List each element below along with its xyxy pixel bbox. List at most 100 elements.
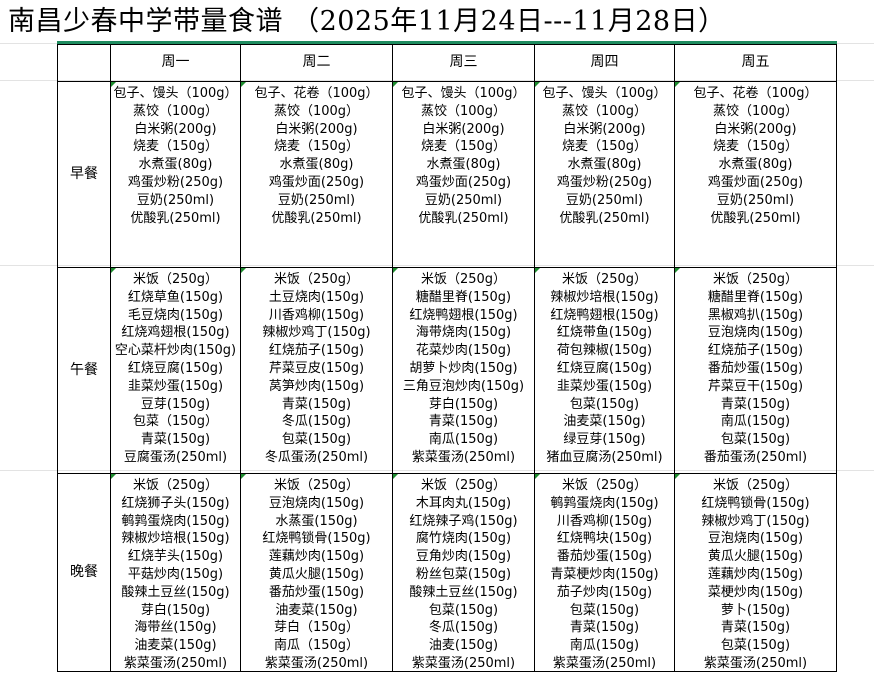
dish-item: 番茄炒蛋(150g) <box>556 549 653 565</box>
day-header[interactable]: 周三 <box>392 44 535 82</box>
dish-item: 土豆烧肉(150g) <box>268 289 365 305</box>
day-header[interactable]: 周四 <box>534 44 675 82</box>
menu-title[interactable]: 南昌少春中学带量食谱 （2025年11月24日---11月28日） <box>8 6 726 37</box>
dish-item: 冬瓜(150g) <box>428 620 499 636</box>
meal-label[interactable]: 午餐 <box>57 267 111 474</box>
menu-cell[interactable]: 米饭（250g） 糖醋里脊(150g) 红烧鸭翅根(150g) 海带烧肉(150g) 花… <box>392 267 535 474</box>
dish-item: 芹菜豆干(150g) <box>707 378 804 394</box>
dish-item: 包菜(150g) <box>569 602 640 618</box>
dish-item: 豆奶(250ml) <box>277 192 356 208</box>
corner-cell[interactable] <box>57 44 111 82</box>
dish-item: 紫菜蛋汤(250ml) <box>411 449 516 465</box>
dish-item: 米饭（250g） <box>561 478 648 493</box>
menu-table: 周一 周二 周三 周四 周五 早餐 包子、馒头（100g） 蒸饺（100g） 白米粥(… <box>57 44 837 672</box>
meal-row: 晚餐 米饭（250g） 红烧狮子头(150g) 鹌鹑蛋烧肉(150g) 辣椒炒培根(15… <box>57 473 837 672</box>
dish-item: 白米粥(200g) <box>563 121 646 137</box>
dish-item: 烧麦（150g） <box>561 139 648 155</box>
meal-label[interactable]: 早餐 <box>57 81 111 268</box>
dish-item: 青菜(150g) <box>140 432 211 448</box>
dish-item: 豆角炒肉(150g) <box>415 549 512 565</box>
dish-item: 猪血豆腐汤(250ml) <box>546 449 663 465</box>
dish-item: 空心菜杆炒肉(150g) <box>114 343 237 359</box>
dish-item: 包菜(150g) <box>720 638 791 654</box>
meal-row: 早餐 包子、馒头（100g） 蒸饺（100g） 白米粥(200g) 烧麦（150g） 水煮… <box>57 81 837 268</box>
dish-list: 包子、馒头（100g） 蒸饺（100g） 白米粥(200g) 烧麦（150g） 水煮蛋(… <box>536 83 674 267</box>
dish-list: 包子、馒头（100g） 蒸饺（100g） 白米粥(200g) 烧麦（150g） 水煮蛋(… <box>112 83 240 267</box>
menu-cell[interactable]: 米饭（250g） 糖醋里脊(150g) 黑椒鸡扒(150g) 豆泡烧肉(150g) 红烧… <box>674 267 837 474</box>
dish-item: 油麦(150g) <box>428 638 499 654</box>
dish-item: 米饭（250g） <box>273 272 360 287</box>
dish-item: 红烧带鱼(150g) <box>556 325 653 341</box>
day-header[interactable]: 周一 <box>110 44 241 82</box>
dish-item: 包菜(150g) <box>569 396 640 412</box>
menu-cell[interactable]: 包子、馒头（100g） 蒸饺（100g） 白米粥(200g) 烧麦（150g） 水煮蛋(… <box>534 81 675 268</box>
dish-item: 黄瓜火腿(150g) <box>707 549 804 565</box>
menu-cell[interactable]: 米饭（250g） 木耳肉丸(150g) 红烧辣子鸡(150g) 腐竹烧肉(150g) 豆… <box>392 473 535 672</box>
dish-item: 绿豆芽(150g) <box>563 432 646 448</box>
menu-cell[interactable]: 米饭（250g） 红烧狮子头(150g) 鹌鹑蛋烧肉(150g) 辣椒炒培根(150g… <box>110 473 241 672</box>
dish-item: 海带丝(150g) <box>134 620 217 636</box>
dish-item: 辣椒炒培根(150g) <box>121 531 230 547</box>
dish-item: 紫菜蛋汤(250ml) <box>411 655 516 671</box>
dish-item: 烧麦（150g） <box>273 139 360 155</box>
dish-item: 糖醋里脊(150g) <box>415 289 512 305</box>
dish-item: 莴笋炒肉(150g) <box>268 378 365 394</box>
dish-item: 韭菜炒蛋(150g) <box>127 378 224 394</box>
dish-item: 豆奶(250ml) <box>136 192 215 208</box>
dish-item: 鸡蛋炒粉(250g) <box>127 174 224 190</box>
dish-item: 蒸饺（100g） <box>712 103 799 119</box>
dish-item: 木耳肉丸(150g) <box>415 495 512 511</box>
meal-label[interactable]: 晚餐 <box>57 473 111 672</box>
dish-item: 粉丝包菜(150g) <box>415 566 512 582</box>
dish-item: 水煮蛋(80g) <box>138 157 213 173</box>
dish-item: 豆奶(250ml) <box>716 192 795 208</box>
menu-cell[interactable]: 包子、花卷（100g） 蒸饺（100g） 白米粥(200g) 烧麦（150g） 水煮蛋(… <box>240 81 393 268</box>
dish-item: 包子、馒头（100g） <box>113 86 238 101</box>
dish-item: 青菜(150g) <box>720 620 791 636</box>
menu-cell[interactable]: 米饭（250g） 红烧鸭锁骨(150g) 辣椒炒鸡丁(150g) 豆泡烧肉(150g)… <box>674 473 837 672</box>
dish-item: 豆奶(250ml) <box>565 192 644 208</box>
dish-item: 包子、馒头（100g） <box>401 86 526 101</box>
menu-cell[interactable]: 米饭（250g） 辣椒炒培根(150g) 红烧鸭翅根(150g) 红烧带鱼(150g)… <box>534 267 675 474</box>
dish-item: 包菜(150g) <box>428 602 499 618</box>
dish-list: 米饭（250g） 豆泡烧肉(150g) 水蒸蛋(150g) 红烧鸭锁骨(150g) 莲藕… <box>242 475 392 671</box>
dish-item: 红烧辣子鸡(150g) <box>409 513 518 529</box>
menu-cell[interactable]: 米饭（250g） 豆泡烧肉(150g) 水蒸蛋(150g) 红烧鸭锁骨(150g) 莲藕… <box>240 473 393 672</box>
dish-item: 红烧草鱼(150g) <box>127 289 224 305</box>
day-header[interactable]: 周二 <box>240 44 393 82</box>
dish-item: 菜梗炒肉(150g) <box>707 584 804 600</box>
dish-item: 油麦菜(150g) <box>134 638 217 654</box>
menu-cell[interactable]: 包子、馒头（100g） 蒸饺（100g） 白米粥(200g) 烧麦（150g） 水煮蛋(… <box>110 81 241 268</box>
dish-item: 紫菜蛋汤(250ml) <box>552 655 657 671</box>
dish-item: 豆泡烧肉(150g) <box>707 325 804 341</box>
dish-item: 莲藕炒肉(150g) <box>707 566 804 582</box>
dish-item: 优酸乳(250ml) <box>710 210 801 226</box>
dish-item: 青菜(150g) <box>428 414 499 430</box>
dish-item: 酸辣土豆丝(150g) <box>121 584 230 600</box>
dish-item: 豆泡烧肉(150g) <box>707 531 804 547</box>
dish-item: 蒸饺（100g） <box>132 103 219 119</box>
dish-item: 优酸乳(250ml) <box>271 210 362 226</box>
dish-item: 毛豆烧肉(150g) <box>127 307 224 323</box>
dish-list: 米饭（250g） 糖醋里脊(150g) 黑椒鸡扒(150g) 豆泡烧肉(150g) 红烧… <box>676 269 836 473</box>
dish-item: 青菜(150g) <box>720 396 791 412</box>
dish-item: 平菇炒肉(150g) <box>127 566 224 582</box>
dish-item: 腐竹烧肉(150g) <box>415 531 512 547</box>
dish-item: 莲藕炒肉(150g) <box>268 549 365 565</box>
dish-list: 米饭（250g） 红烧狮子头(150g) 鹌鹑蛋烧肉(150g) 辣椒炒培根(150g… <box>112 475 240 671</box>
dish-item: 芽白(150g) <box>428 396 499 412</box>
dish-item: 花菜炒肉(150g) <box>415 343 512 359</box>
day-header[interactable]: 周五 <box>674 44 837 82</box>
dish-item: 烧麦（150g） <box>420 139 507 155</box>
dish-item: 南瓜(150g) <box>569 638 640 654</box>
menu-cell[interactable]: 米饭（250g） 红烧草鱼(150g) 毛豆烧肉(150g) 红烧鸡翅根(150g) 空… <box>110 267 241 474</box>
menu-cell[interactable]: 米饭（250g） 鹌鹑蛋烧肉(150g) 川香鸡柳(150g) 红烧鸭块(150g) 番… <box>534 473 675 672</box>
dish-item: 辣椒炒鸡丁(150g) <box>701 513 810 529</box>
dish-item: 芽白(150g) <box>140 602 211 618</box>
dish-item: 黄瓜火腿(150g) <box>268 566 365 582</box>
menu-cell[interactable]: 包子、花卷（100g） 蒸饺（100g） 白米粥(200g) 烧麦（150g） 水煮蛋(… <box>674 81 837 268</box>
dish-item: 烧麦（150g） <box>132 139 219 155</box>
menu-cell[interactable]: 包子、馒头（100g） 蒸饺（100g） 白米粥(200g) 烧麦（150g） 水煮蛋(… <box>392 81 535 268</box>
menu-cell[interactable]: 米饭（250g） 土豆烧肉(150g) 川香鸡柳(150g) 辣椒炒鸡丁(150g) 红… <box>240 267 393 474</box>
dish-item: 水煮蛋(80g) <box>426 157 501 173</box>
